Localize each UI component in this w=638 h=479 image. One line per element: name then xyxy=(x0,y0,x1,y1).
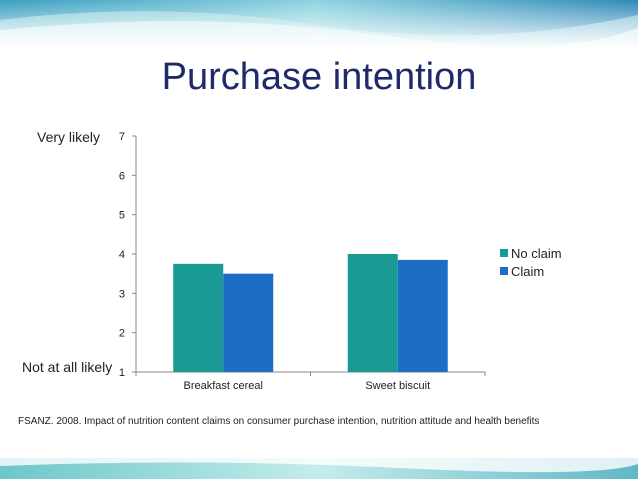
legend-label-claim: Claim xyxy=(511,263,545,279)
y-tick-label: 6 xyxy=(119,170,125,182)
scale-label-top: Very likely xyxy=(37,129,101,145)
y-tick-label: 4 xyxy=(119,249,125,261)
legend-item-claim: Claim xyxy=(500,262,562,280)
y-tick-label: 5 xyxy=(119,210,125,222)
bar-claim xyxy=(397,259,448,372)
scale-label-bottom: Not at all likely xyxy=(22,359,113,375)
x-category-label: Breakfast cereal xyxy=(184,380,263,392)
legend-swatch-no-claim xyxy=(500,249,508,257)
footer-banner xyxy=(0,458,638,479)
bar-claim xyxy=(223,273,274,372)
legend-swatch-claim xyxy=(500,267,508,275)
y-tick-label: 3 xyxy=(119,288,125,300)
y-tick-label: 7 xyxy=(119,131,125,143)
source-citation: FSANZ. 2008. Impact of nutrition content… xyxy=(18,416,540,427)
legend-item-no-claim: No claim xyxy=(500,244,562,262)
x-category-label: Sweet biscuit xyxy=(365,380,430,392)
legend: No claim Claim xyxy=(500,244,562,280)
legend-label-no-claim: No claim xyxy=(511,245,562,261)
bar-no-claim xyxy=(173,263,224,372)
page-title: Purchase intention xyxy=(161,56,477,98)
bar-no-claim xyxy=(347,254,398,372)
y-tick-label: 1 xyxy=(119,367,125,379)
header-banner xyxy=(0,0,638,50)
y-tick-label: 2 xyxy=(119,328,125,340)
